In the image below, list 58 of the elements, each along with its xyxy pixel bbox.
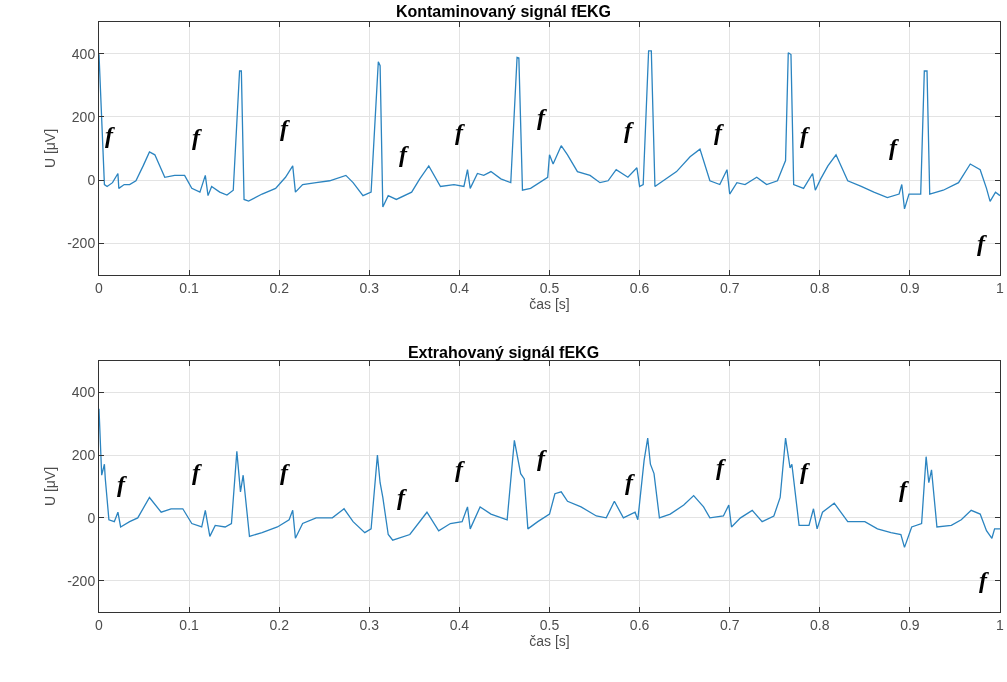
x-tick-label: 0.3 xyxy=(359,616,380,633)
y-tick-label: -200 xyxy=(67,235,96,252)
annotation: f xyxy=(117,471,127,497)
y-tick-label: 200 xyxy=(71,108,96,125)
x-tick-label: 0.5 xyxy=(539,279,560,296)
x-axis-title: čas [s] xyxy=(529,633,570,650)
annotation: f xyxy=(192,459,202,485)
x-tick-label: 0.6 xyxy=(629,616,650,633)
y-tick-label: 200 xyxy=(71,447,96,464)
y-tick-label: 400 xyxy=(71,45,96,62)
y-tick-label: -200 xyxy=(67,572,96,589)
y-tick-label: 0 xyxy=(87,172,96,189)
annotation: f xyxy=(537,445,547,471)
x-tick-label: 0.8 xyxy=(810,279,830,296)
x-tick-label: 0.5 xyxy=(539,616,560,633)
x-tick-label: 0.2 xyxy=(269,616,290,633)
annotation: f xyxy=(800,458,810,484)
annotation: f xyxy=(105,122,115,148)
annotation: f xyxy=(280,459,290,485)
y-axis-title: U [μV] xyxy=(41,128,58,169)
x-tick-label: 0.7 xyxy=(719,616,740,633)
x-tick-label: 0.9 xyxy=(900,616,920,633)
x-tick-label: 0.1 xyxy=(179,279,200,296)
annotation: f xyxy=(714,119,724,145)
y-tick-label: 400 xyxy=(71,384,96,401)
x-tick-label: 0.6 xyxy=(629,279,650,296)
x-tick-label: 1 xyxy=(996,616,1005,633)
x-axis-title: čas [s] xyxy=(529,296,570,313)
x-tick-label: 0.9 xyxy=(900,279,920,296)
annotation: f xyxy=(537,104,547,130)
chart-title: Kontaminovaný signál fEKG xyxy=(395,2,612,20)
annotation: f xyxy=(192,124,202,150)
x-tick-label: 0.1 xyxy=(179,616,200,633)
chart-title: Extrahovaný signál fEKG xyxy=(407,343,600,361)
annotation: f xyxy=(899,476,909,502)
y-axis-title: U [μV] xyxy=(41,466,58,507)
line-series xyxy=(99,408,1000,549)
annotation: f xyxy=(455,119,465,145)
y-tick-label: 0 xyxy=(87,509,96,526)
annotation: f xyxy=(800,122,810,148)
annotation: f xyxy=(716,454,726,480)
x-tick-label: 0.2 xyxy=(269,279,290,296)
annotation: f xyxy=(624,117,634,143)
annotation: f xyxy=(455,456,465,482)
annotation: f xyxy=(625,469,635,495)
annotation: f xyxy=(399,141,409,167)
annotation: f xyxy=(979,567,989,593)
annotation: f xyxy=(977,230,987,256)
x-tick-label: 1 xyxy=(996,279,1005,296)
annotation: f xyxy=(889,134,899,160)
x-tick-label: 0.3 xyxy=(359,279,380,296)
x-tick-label: 0.7 xyxy=(719,279,740,296)
x-tick-label: 0.8 xyxy=(810,616,830,633)
x-tick-label: 0.4 xyxy=(449,279,470,296)
annotation: f xyxy=(397,484,407,510)
annotation: f xyxy=(280,115,290,141)
x-tick-label: 0.4 xyxy=(449,616,470,633)
line-series xyxy=(99,50,1000,210)
